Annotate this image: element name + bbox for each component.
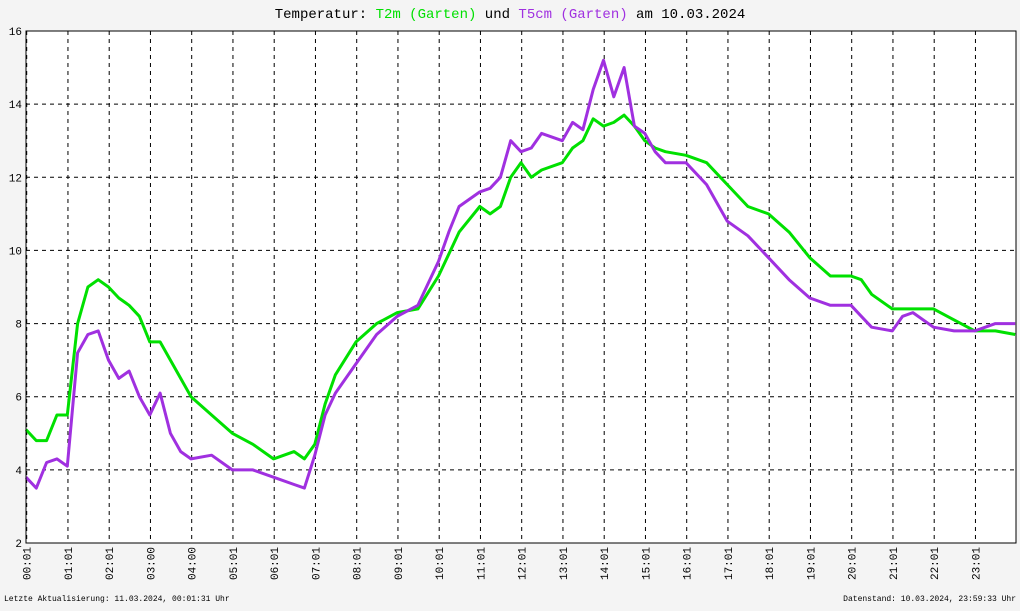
x-tick-label: 01:01 [64, 547, 76, 580]
x-tick-label: 22:01 [930, 547, 942, 580]
y-tick-label: 14 [9, 100, 23, 112]
x-tick-label: 05:01 [229, 547, 241, 580]
x-tick-label: 07:01 [311, 547, 323, 580]
x-tick-label: 14:01 [600, 547, 612, 580]
x-tick-label: 21:01 [889, 547, 901, 580]
y-tick-label: 4 [15, 466, 22, 478]
title-part: am 10.03.2024 [636, 7, 745, 23]
title-part: und [485, 7, 510, 23]
x-tick-label: 00:01 [23, 547, 35, 580]
y-tick-label: 16 [9, 27, 22, 39]
x-tick-label: 10:01 [435, 547, 447, 580]
x-tick-label: 15:01 [641, 547, 653, 580]
title-part: Temperatur: [275, 7, 367, 23]
series-line [24, 113, 1016, 461]
x-tick-label: 19:01 [806, 547, 818, 580]
title-series: T5cm (Garten) [518, 7, 627, 23]
x-tick-label: 11:01 [476, 547, 488, 580]
y-tick-label: 12 [9, 173, 22, 185]
x-tick-label: 18:01 [765, 547, 777, 580]
x-tick-label: 13:01 [559, 547, 571, 580]
y-tick-label: 2 [15, 539, 22, 551]
x-tick-label: 23:01 [971, 547, 983, 580]
x-tick-label: 06:01 [270, 547, 282, 580]
plot-border [25, 30, 1017, 544]
x-tick-label: 12:01 [518, 547, 530, 580]
footer-left: Letzte Aktualisierung: 11.03.2024, 00:01… [4, 595, 230, 604]
footer-right: Datenstand: 10.03.2024, 23:59:33 Uhr [843, 595, 1016, 604]
series-line [24, 58, 1016, 490]
x-tick-label: 08:01 [353, 547, 365, 580]
x-tick-label: 09:01 [394, 547, 406, 580]
chart-title: Temperatur: T2m (Garten) und T5cm (Garte… [275, 7, 746, 23]
x-tick-label: 03:00 [146, 547, 158, 580]
x-tick-label: 20:01 [848, 547, 860, 580]
x-tick-label: 16:01 [683, 547, 695, 580]
x-tick-label: 02:01 [105, 547, 117, 580]
y-tick-label: 6 [15, 393, 22, 405]
x-tick-label: 17:01 [724, 547, 736, 580]
x-tick-label: 04:00 [188, 547, 200, 580]
y-tick-label: 10 [9, 246, 22, 258]
y-tick-label: 8 [15, 320, 22, 332]
title-series: T2m (Garten) [376, 7, 477, 23]
